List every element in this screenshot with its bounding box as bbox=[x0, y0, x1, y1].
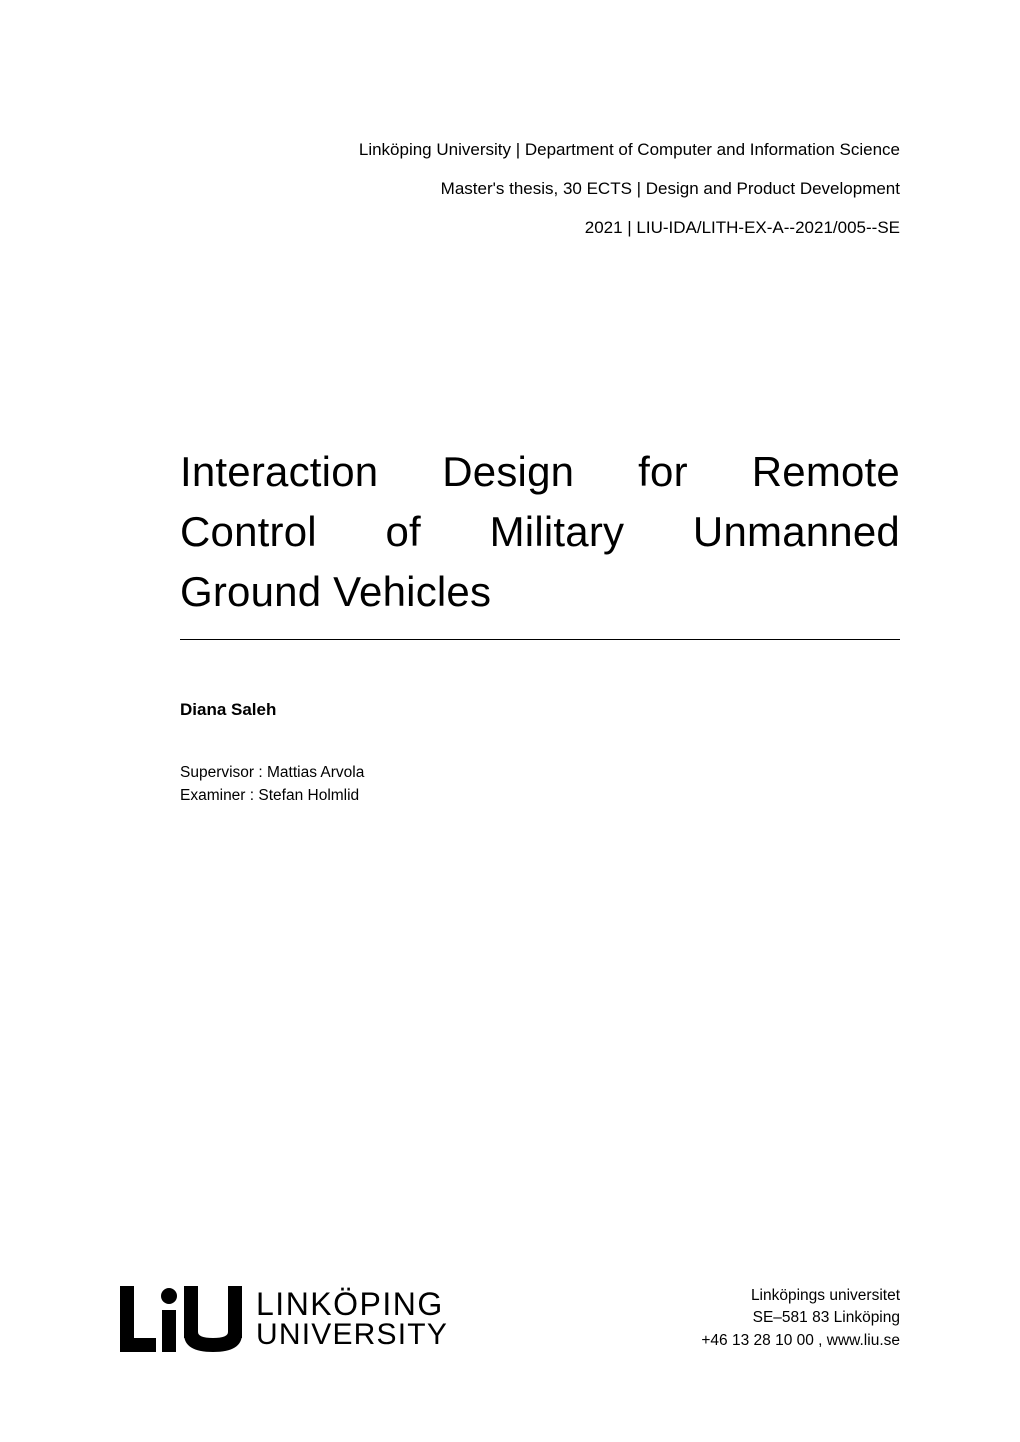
examiner-line: Examiner : Stefan Holmlid bbox=[180, 785, 900, 807]
thesis-title: Interaction Design for Remote Control of… bbox=[180, 442, 900, 621]
author-block: Diana Saleh bbox=[180, 700, 900, 720]
header-line-thesis: Master's thesis, 30 ECTS | Design and Pr… bbox=[180, 169, 900, 208]
header-line-institution: Linköping University | Department of Com… bbox=[180, 130, 900, 169]
title-line-3: Ground Vehicles bbox=[180, 562, 900, 622]
logo-text: LINKÖPING UNIVERSITY bbox=[256, 1288, 448, 1350]
logo-text-bottom: UNIVERSITY bbox=[256, 1320, 448, 1350]
logo-text-top: LINKÖPING bbox=[256, 1288, 448, 1320]
header-block: Linköping University | Department of Com… bbox=[180, 130, 900, 247]
title-line-2: Control of Military Unmanned bbox=[180, 502, 900, 562]
title-rule bbox=[180, 639, 900, 640]
contact-line-1: Linköpings universitet bbox=[701, 1285, 900, 1307]
supervisor-line: Supervisor : Mattias Arvola bbox=[180, 762, 900, 784]
university-logo: LINKÖPING UNIVERSITY bbox=[120, 1286, 448, 1352]
contact-line-2: SE–581 83 Linköping bbox=[701, 1307, 900, 1329]
contact-line-3: +46 13 28 10 00 , www.liu.se bbox=[701, 1330, 900, 1352]
title-line-1: Interaction Design for Remote bbox=[180, 442, 900, 502]
footer: LINKÖPING UNIVERSITY Linköpings universi… bbox=[120, 1285, 900, 1352]
title-block: Interaction Design for Remote Control of… bbox=[180, 442, 900, 640]
contact-block: Linköpings universitet SE–581 83 Linköpi… bbox=[701, 1285, 900, 1352]
header-line-id: 2021 | LIU-IDA/LITH-EX-A--2021/005--SE bbox=[180, 208, 900, 247]
meta-block: Supervisor : Mattias Arvola Examiner : S… bbox=[180, 762, 900, 807]
logo-mark-icon bbox=[120, 1286, 242, 1352]
page: Linköping University | Department of Com… bbox=[0, 0, 1020, 1442]
author-name: Diana Saleh bbox=[180, 700, 900, 720]
